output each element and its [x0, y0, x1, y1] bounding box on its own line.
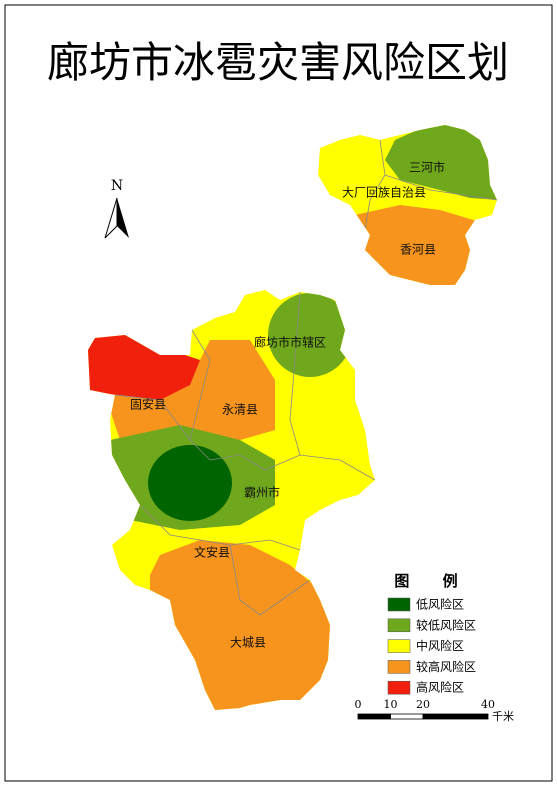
north-map — [318, 125, 497, 285]
scale-label: 0 — [355, 698, 362, 711]
north-arrow — [104, 197, 118, 239]
scale-segment — [357, 713, 391, 720]
zone-area — [148, 445, 232, 521]
region-label: 永清县 — [222, 403, 258, 417]
region-label: 大厂回族自治县 — [342, 186, 426, 200]
zone-area — [100, 340, 275, 440]
scale-label: 20 — [416, 698, 430, 711]
legend-label: 中风险区 — [416, 638, 464, 653]
zone-area — [150, 540, 335, 710]
region-label: 廊坊市市辖区 — [254, 335, 326, 350]
zone-area — [385, 125, 497, 200]
scale-label: 10 — [384, 698, 398, 711]
county-border — [114, 291, 375, 616]
legend-swatch — [387, 680, 411, 695]
region-label: 霸州市 — [244, 485, 280, 500]
legend-label: 较低风险区 — [416, 617, 476, 632]
legend-swatch — [387, 660, 411, 674]
legend-swatch — [387, 639, 411, 653]
scale-segment — [422, 713, 489, 720]
scale-unit: 千米 — [492, 710, 514, 723]
region-label: 固安县 — [130, 397, 166, 412]
map-title: 廊坊市冰雹灾害风险区划 — [47, 38, 509, 87]
legend-title: 图 例 — [394, 572, 471, 590]
zone-area — [355, 205, 480, 285]
zone-area — [88, 330, 200, 400]
region-label: 大城县 — [230, 636, 266, 650]
county-border — [364, 139, 497, 231]
scale-segment — [390, 713, 424, 720]
legend-swatch — [387, 597, 411, 612]
legend-label: 较高风险区 — [416, 659, 476, 674]
region-label: 文安县 — [194, 545, 230, 560]
north-label: N — [111, 178, 123, 194]
legend-swatch — [387, 618, 411, 633]
region-label: 三河市 — [409, 160, 445, 175]
zone-area — [268, 293, 352, 377]
scale-label: 40 — [481, 698, 495, 711]
region-label: 香河县 — [400, 243, 436, 257]
south-map — [88, 290, 375, 710]
legend-label: 高风险区 — [416, 680, 464, 695]
north-arrow — [117, 198, 129, 238]
frame — [4, 4, 553, 782]
legend-label: 低风险区 — [416, 597, 464, 612]
